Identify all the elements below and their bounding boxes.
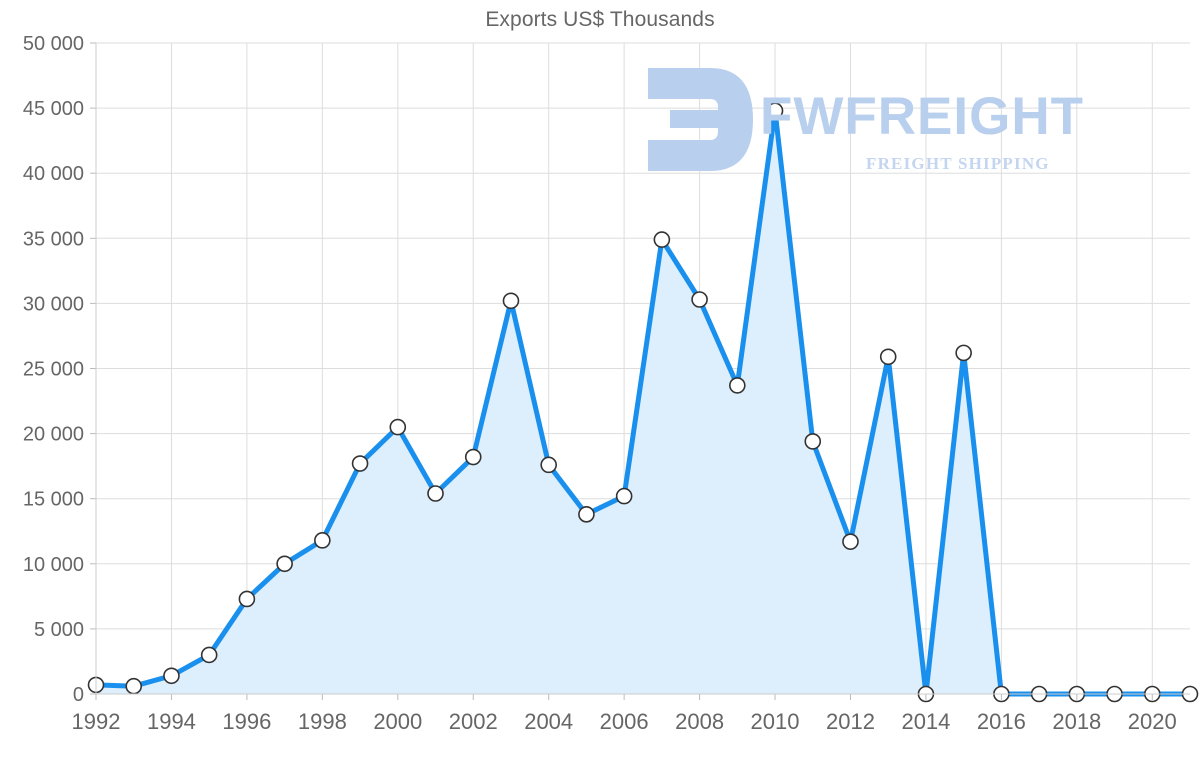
y-axis-tick-labels: 0 5 000 10 000 15 000 20 000 25 000 30 000 35 0…: [23, 33, 96, 706]
x-axis-tick-label: 2004: [524, 709, 573, 734]
data-point-marker: [464, 448, 482, 466]
data-point-marker: [163, 667, 180, 685]
x-axis-tick-label: 1996: [222, 709, 271, 734]
x-axis-tick-label: 2016: [977, 709, 1026, 734]
y-axis-tick-label: 45 000: [23, 98, 84, 120]
data-point-marker: [879, 348, 897, 366]
x-axis-tick-label: 2012: [826, 709, 875, 734]
y-axis-tick-label: 5 000: [34, 619, 84, 641]
x-axis-tick-label: 2018: [1052, 709, 1101, 734]
y-axis-tick-label: 10 000: [23, 554, 84, 576]
page-title: Exports US$ Thousands: [485, 8, 715, 31]
data-point-marker: [691, 291, 708, 308]
data-point-marker: [427, 485, 444, 502]
data-point-marker: [276, 555, 293, 573]
x-axis-tick-label: 2014: [901, 709, 950, 734]
data-point-marker: [615, 487, 633, 505]
data-point-marker: [729, 377, 746, 394]
data-point-marker: [389, 418, 407, 436]
series-area: [96, 110, 1190, 694]
y-axis-tick-label: 30 000: [23, 293, 84, 315]
data-point-marker: [653, 231, 671, 248]
data-point-marker: [540, 456, 557, 474]
data-point-marker: [955, 344, 972, 362]
data-point-marker: [200, 646, 218, 664]
y-axis-tick-label: 50 000: [23, 33, 84, 55]
x-axis-tick-label: 2010: [751, 709, 800, 734]
x-axis-tick-label: 2000: [373, 709, 422, 734]
data-point-marker: [238, 590, 256, 608]
x-axis-tick-label: 2006: [600, 709, 649, 734]
area-fill: [96, 110, 1190, 694]
y-axis-tick-label: 25 000: [23, 359, 84, 381]
x-axis-tick-label: 1994: [147, 709, 196, 734]
data-point-marker: [314, 532, 331, 549]
y-axis-tick-label: 0: [73, 684, 84, 706]
x-axis-tick-label: 2002: [449, 709, 498, 734]
data-point-marker: [125, 677, 143, 695]
data-point-marker: [502, 292, 520, 310]
y-axis-tick-label: 20 000: [23, 424, 84, 446]
data-point-marker: [351, 455, 369, 472]
x-axis-tick-label: 1992: [72, 709, 121, 734]
axis-spines: [95, 43, 1190, 695]
data-point-marker: [842, 533, 859, 550]
x-axis-tick-label: 2008: [675, 709, 724, 734]
y-axis-tick-label: 35 000: [23, 228, 84, 250]
y-axis-tick-label: 15 000: [23, 489, 84, 511]
data-point-marker: [578, 506, 595, 523]
data-point-marker: [804, 433, 822, 450]
y-axis-tick-label: 40 000: [23, 163, 84, 185]
x-axis-tick-labels: 1992 1994 1996 1998 2000 2002 2004 2006 2008 2010…: [72, 694, 1177, 734]
x-axis-tick-label: 2020: [1128, 709, 1177, 734]
x-axis-tick-label: 1998: [298, 709, 347, 734]
data-point-marker: [766, 102, 784, 119]
